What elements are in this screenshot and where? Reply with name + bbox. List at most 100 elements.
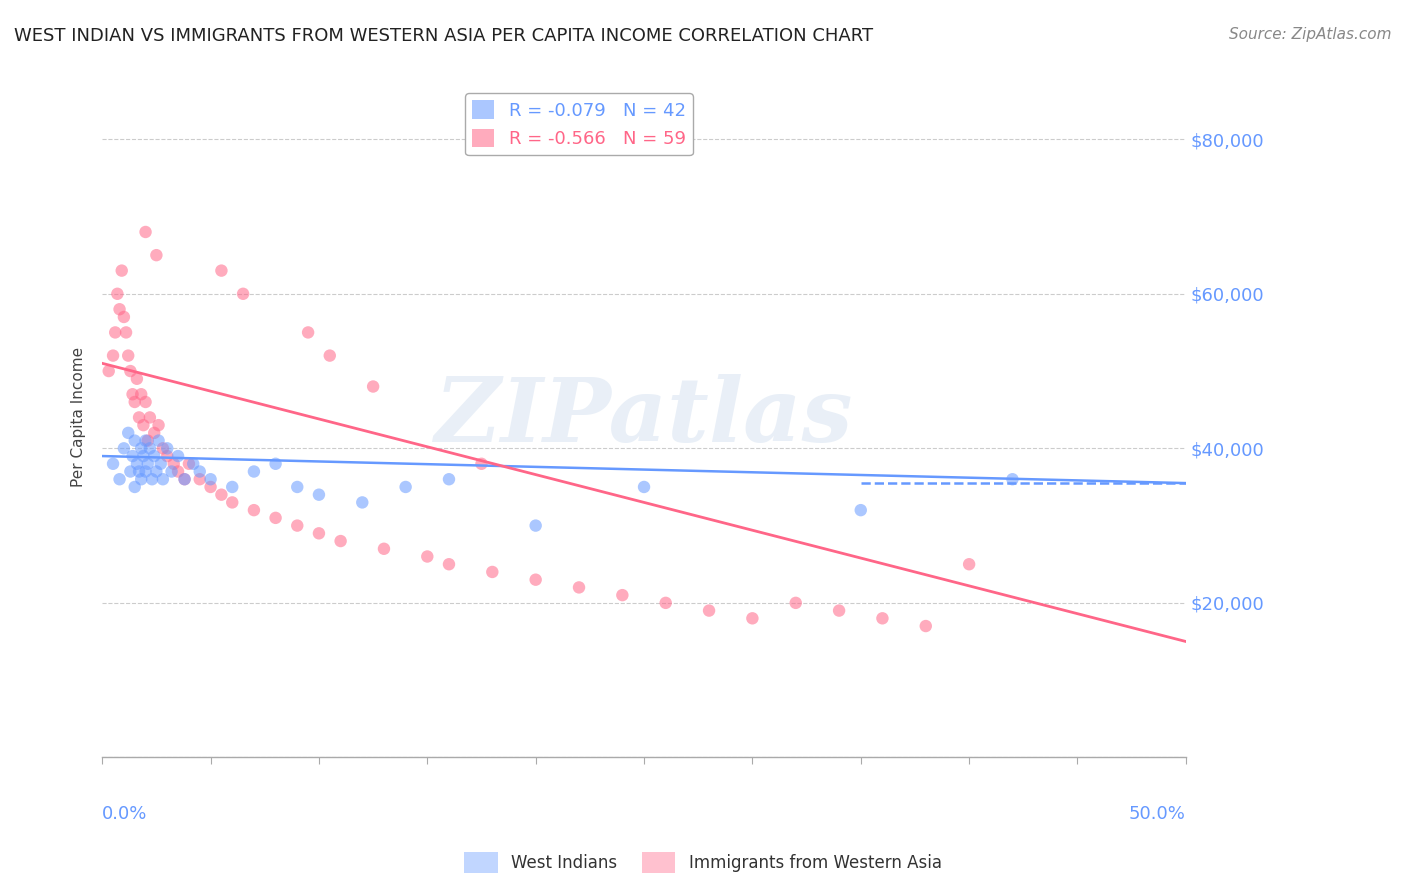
Point (139, 442, 162, 456)
Point (128, 410, 150, 425)
Point (849, 503, 872, 517)
Point (112, 442, 135, 456)
Legend: R = -0.079   N = 42, R = -0.566   N = 59: R = -0.079 N = 42, R = -0.566 N = 59 (465, 94, 693, 155)
Point (209, 263, 232, 277)
Point (914, 619, 936, 633)
Point (117, 425, 139, 440)
Text: 0.0%: 0.0% (103, 805, 148, 823)
Point (135, 395, 157, 409)
Point (120, 364, 142, 378)
Point (101, 457, 124, 471)
Point (128, 465, 150, 479)
Point (145, 248, 167, 262)
Point (129, 442, 152, 456)
Point (173, 472, 195, 486)
Point (319, 349, 342, 363)
Point (394, 480, 416, 494)
Point (108, 472, 131, 486)
Text: Source: ZipAtlas.com: Source: ZipAtlas.com (1229, 27, 1392, 42)
Point (297, 326, 319, 340)
Point (143, 449, 166, 463)
Point (143, 425, 166, 440)
Point (135, 465, 157, 479)
Point (136, 434, 159, 448)
Point (132, 449, 155, 463)
Point (437, 472, 460, 486)
Point (654, 596, 676, 610)
Point (111, 263, 134, 277)
Point (352, 495, 374, 509)
Point (568, 581, 591, 595)
Point (285, 518, 308, 533)
Point (132, 418, 155, 433)
Point (117, 349, 139, 363)
Point (285, 480, 308, 494)
Point (149, 457, 172, 471)
Point (148, 418, 170, 433)
Point (124, 480, 146, 494)
Point (124, 434, 146, 448)
Point (264, 457, 287, 471)
Point (124, 395, 146, 409)
Point (524, 518, 547, 533)
Point (416, 549, 439, 564)
Y-axis label: Per Capita Income: Per Capita Income (72, 347, 86, 488)
Point (152, 472, 174, 486)
Point (957, 558, 980, 572)
Point (145, 465, 167, 479)
Point (373, 541, 395, 556)
Point (872, 611, 894, 625)
Point (108, 302, 131, 317)
Point (785, 596, 807, 610)
Point (243, 503, 266, 517)
Point (221, 480, 243, 494)
Point (101, 349, 124, 363)
Point (141, 472, 163, 486)
Point (697, 604, 720, 618)
Point (152, 442, 174, 456)
Point (264, 511, 287, 525)
Point (129, 472, 152, 486)
Point (481, 565, 503, 579)
Point (361, 379, 384, 393)
Point (105, 286, 128, 301)
Point (200, 472, 222, 486)
Point (209, 488, 232, 502)
Point (437, 558, 460, 572)
Text: WEST INDIAN VS IMMIGRANTS FROM WESTERN ASIA PER CAPITA INCOME CORRELATION CHART: WEST INDIAN VS IMMIGRANTS FROM WESTERN A… (14, 27, 873, 45)
Point (188, 465, 211, 479)
Point (120, 465, 142, 479)
Point (524, 573, 547, 587)
Point (612, 588, 634, 602)
Point (308, 526, 330, 541)
Point (243, 465, 266, 479)
Point (97, 364, 120, 378)
Point (177, 457, 200, 471)
Point (156, 449, 179, 463)
Point (329, 534, 352, 549)
Point (200, 480, 222, 494)
Point (163, 457, 186, 471)
Point (173, 472, 195, 486)
Point (160, 465, 183, 479)
Point (232, 286, 254, 301)
Point (135, 434, 157, 448)
Point (308, 488, 330, 502)
Point (221, 495, 243, 509)
Point (139, 410, 162, 425)
Point (470, 457, 492, 471)
Point (156, 442, 179, 456)
Point (136, 457, 159, 471)
Point (125, 372, 148, 386)
Point (121, 449, 143, 463)
Point (828, 604, 851, 618)
Point (129, 387, 152, 401)
Point (633, 480, 655, 494)
Point (115, 326, 138, 340)
Point (112, 310, 135, 324)
Legend: West Indians, Immigrants from Western Asia: West Indians, Immigrants from Western As… (457, 846, 949, 880)
Point (167, 449, 190, 463)
Point (104, 326, 127, 340)
Point (188, 472, 211, 486)
Point (741, 611, 763, 625)
